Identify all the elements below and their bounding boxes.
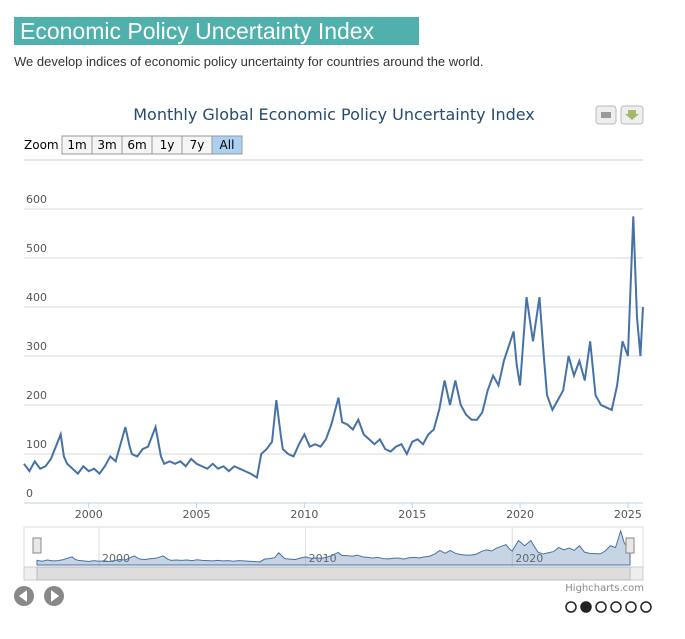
zoom-button-label: 3m	[97, 138, 116, 152]
y-tick-label: 0	[26, 487, 33, 500]
navigator-handle[interactable]	[625, 537, 635, 554]
plot: 0 100 200 300 400 500 600 2000 2005 2010 2015 2020 2…	[23, 193, 644, 521]
zoom-button-label: 7y	[190, 138, 205, 152]
navigator-tick-label: 2020	[515, 552, 543, 565]
y-tick-label: 400	[26, 291, 47, 304]
zoom-button-label: All	[220, 138, 235, 152]
page-title: Economic Policy Uncertainty Index	[14, 17, 419, 45]
y-tick-label: 500	[26, 242, 47, 255]
next-arrow-icon	[51, 590, 59, 602]
page-dot[interactable]	[580, 601, 592, 613]
credits: Highcharts.com	[565, 583, 644, 594]
page-dot[interactable]	[565, 601, 577, 613]
data-line	[23, 216, 644, 480]
zoom-label: Zoom	[24, 138, 59, 152]
pagination	[565, 601, 652, 613]
x-tick-label: 2020	[506, 508, 534, 521]
page-dot[interactable]	[595, 601, 607, 613]
zoom-buttons: 1m 3m 6m 1y 7y All	[61, 135, 243, 155]
page-dot[interactable]	[610, 601, 622, 613]
print-icon	[601, 112, 611, 118]
zoom-button-label: 1y	[160, 138, 175, 152]
navigator-handle[interactable]	[32, 537, 42, 554]
navigator-area	[36, 529, 631, 566]
page-subtitle: We develop indices of economic policy un…	[14, 54, 484, 69]
x-tick-label: 2025	[614, 508, 642, 521]
chart-title: Monthly Global Economic Policy Uncertain…	[133, 105, 535, 124]
x-tick-label: 2005	[183, 508, 211, 521]
x-tick-label: 2010	[290, 508, 318, 521]
prev-arrow-icon	[19, 590, 27, 602]
y-tick-label: 300	[26, 340, 47, 353]
scrollbar-thumb[interactable]	[36, 566, 631, 581]
zoom-button-label: 6m	[127, 138, 146, 152]
export-icon	[625, 110, 639, 120]
zoom-button[interactable]	[211, 135, 243, 155]
y-tick-label: 600	[26, 193, 47, 206]
y-tick-label: 100	[26, 438, 47, 451]
y-tick-label: 200	[26, 389, 47, 402]
x-tick-label: 2015	[398, 508, 426, 521]
page-dot[interactable]	[640, 601, 652, 613]
x-tick-label: 2000	[75, 508, 103, 521]
page-dot[interactable]	[625, 601, 637, 613]
navigator: 2000 2010 2020	[32, 527, 635, 567]
zoom-button-label: 1m	[67, 138, 86, 152]
